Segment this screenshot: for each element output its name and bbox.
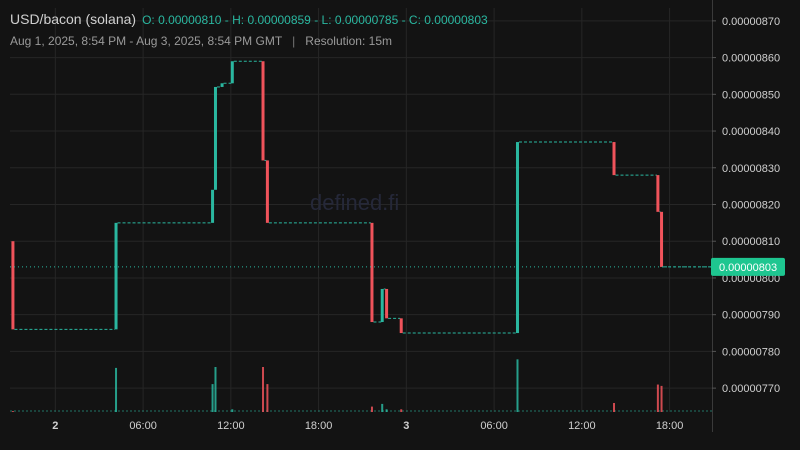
ohlc-values: O: 0.00000810 - H: 0.00000859 - L: 0.000… [142,13,488,27]
candle[interactable] [211,189,215,223]
x-tick-label: 3 [403,420,409,432]
y-tick-label: 0.00000830 [722,163,780,175]
y-tick-label: 0.00000770 [722,383,780,395]
candle[interactable] [656,175,660,212]
chart-header: USD/bacon (solana) O: 0.00000810 - H: 0.0… [10,10,488,48]
y-tick-label: 0.00000810 [722,236,780,248]
candle[interactable] [213,86,217,190]
candle[interactable] [399,318,403,334]
volume-bar [613,403,616,412]
last-price-badge [711,257,785,276]
volume-bar [385,409,388,412]
x-tick-label: 06:00 [129,420,157,432]
y-tick-label: 0.00000870 [722,16,780,28]
candle[interactable] [114,222,118,330]
candle[interactable] [265,160,269,223]
x-tick-label: 18:00 [656,420,684,432]
candle[interactable] [660,211,664,267]
volume-bar [266,384,269,412]
volume-bar [516,359,519,412]
volume-bar [214,367,217,412]
x-tick-label: 12:00 [568,420,596,432]
candle[interactable] [261,61,265,161]
y-tick-label: 0.00000820 [722,199,780,211]
resolution-label: Resolution: 15m [305,34,392,48]
separator: | [292,34,296,48]
watermark: defined.fi [310,190,400,215]
candle[interactable] [515,142,519,334]
x-tick-label: 06:00 [480,420,508,432]
x-tick-label: 2 [52,420,58,432]
header-info-row: Aug 1, 2025, 8:54 PM - Aug 3, 2025, 8:54… [10,34,488,48]
y-tick-label: 0.00000860 [722,53,780,65]
volume-bar [211,384,214,412]
candle[interactable] [380,288,384,323]
volume-bar [381,403,384,412]
volume-bar [231,409,234,412]
y-tick-label: 0.00000840 [722,126,780,138]
candle[interactable] [11,241,15,330]
y-tick-label: 0.00000790 [722,310,780,322]
candle[interactable] [220,83,224,87]
candle[interactable] [370,222,374,323]
volume-bar [656,384,659,412]
x-tick-label: 18:00 [305,420,333,432]
volume-bar [370,406,373,412]
y-tick-label: 0.00000800 [722,273,780,285]
volume-bar [262,367,265,412]
volume-bar [660,385,663,412]
y-tick-label: 0.00000780 [722,346,780,358]
last-price-label: 0.00000803 [719,262,777,274]
candle[interactable] [385,288,389,319]
candle[interactable] [230,61,234,84]
volume-bar [11,411,14,412]
date-range: Aug 1, 2025, 8:54 PM - Aug 3, 2025, 8:54… [10,34,283,48]
pair-title: USD/bacon (solana) [10,11,137,27]
x-tick-label: 12:00 [217,420,245,432]
volume-bar [400,409,403,412]
volume-bar [115,367,118,412]
header-title-row: USD/bacon (solana) O: 0.00000810 - H: 0.0… [10,10,488,29]
candle[interactable] [612,142,616,176]
y-tick-label: 0.00000850 [722,89,780,101]
